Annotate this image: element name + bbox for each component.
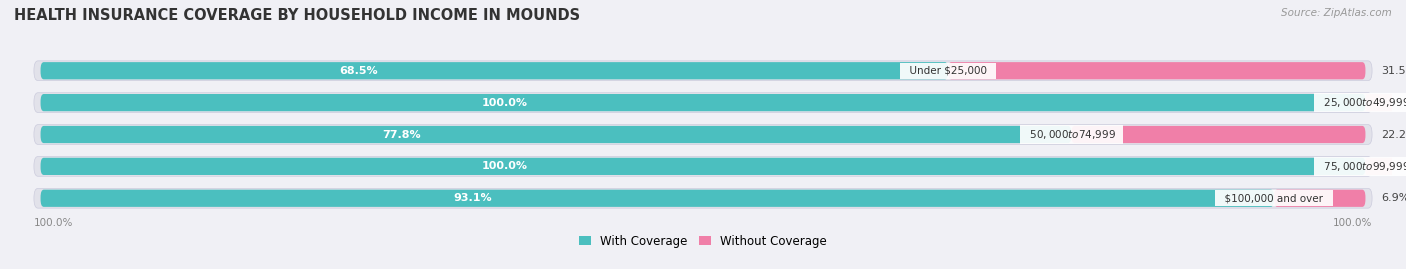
FancyBboxPatch shape [34, 188, 1372, 208]
FancyBboxPatch shape [34, 93, 1372, 112]
Text: 100.0%: 100.0% [481, 98, 527, 108]
Text: 77.8%: 77.8% [382, 129, 420, 140]
FancyBboxPatch shape [41, 94, 1365, 111]
Text: 31.5%: 31.5% [1381, 66, 1406, 76]
Text: 100.0%: 100.0% [481, 161, 527, 171]
FancyBboxPatch shape [1365, 94, 1406, 111]
FancyBboxPatch shape [948, 62, 1365, 79]
FancyBboxPatch shape [41, 190, 1274, 207]
Text: 22.2%: 22.2% [1381, 129, 1406, 140]
Text: 93.1%: 93.1% [453, 193, 492, 203]
Text: 68.5%: 68.5% [339, 66, 378, 76]
Text: 100.0%: 100.0% [34, 218, 73, 228]
FancyBboxPatch shape [34, 157, 1372, 176]
FancyBboxPatch shape [1071, 126, 1365, 143]
FancyBboxPatch shape [41, 126, 1071, 143]
Text: $100,000 and over: $100,000 and over [1218, 193, 1330, 203]
Text: $75,000 to $99,999: $75,000 to $99,999 [1317, 160, 1406, 173]
Text: Source: ZipAtlas.com: Source: ZipAtlas.com [1281, 8, 1392, 18]
FancyBboxPatch shape [34, 125, 1372, 144]
Text: 100.0%: 100.0% [1333, 218, 1372, 228]
Text: $50,000 to $74,999: $50,000 to $74,999 [1022, 128, 1119, 141]
FancyBboxPatch shape [1365, 158, 1406, 175]
FancyBboxPatch shape [41, 62, 948, 79]
FancyBboxPatch shape [1274, 190, 1365, 207]
Text: Under $25,000: Under $25,000 [903, 66, 994, 76]
Text: 6.9%: 6.9% [1381, 193, 1406, 203]
Text: $25,000 to $49,999: $25,000 to $49,999 [1317, 96, 1406, 109]
Legend: With Coverage, Without Coverage: With Coverage, Without Coverage [574, 230, 832, 253]
FancyBboxPatch shape [34, 61, 1372, 81]
FancyBboxPatch shape [41, 158, 1365, 175]
Text: HEALTH INSURANCE COVERAGE BY HOUSEHOLD INCOME IN MOUNDS: HEALTH INSURANCE COVERAGE BY HOUSEHOLD I… [14, 8, 581, 23]
